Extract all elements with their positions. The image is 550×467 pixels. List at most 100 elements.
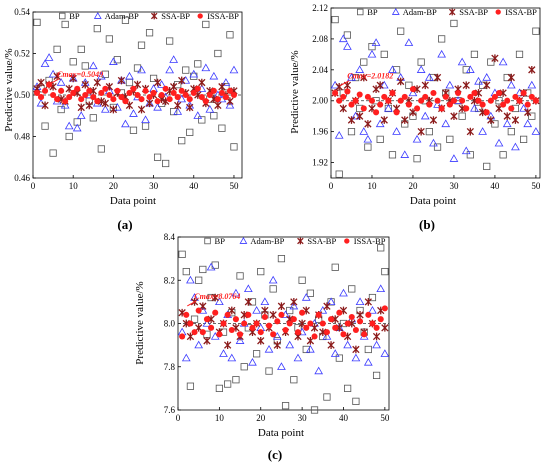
panel-c-point-issa-bp [340, 331, 347, 338]
panel-c-xtick-label: 40 [339, 413, 349, 423]
panel-a-point-issa-bp [134, 91, 141, 99]
panel-b-point-bp [474, 104, 483, 113]
panel-c-point-bp [348, 285, 356, 293]
panel-c-point-bp [253, 350, 261, 358]
panel-a-point-adam-bp [96, 71, 106, 80]
panel-c-point-ssa-bp [273, 341, 281, 349]
panel-b-point-ssa-bp [429, 116, 438, 124]
panel-b-legend-marker-bp [357, 8, 364, 16]
panel-c-point-issa-bp [220, 320, 227, 327]
panel-a-point-issa-bp [186, 96, 193, 103]
panel-a-point-issa-bp [174, 94, 181, 101]
panel-b-point-issa-bp [356, 91, 363, 98]
panel-c-point-issa-bp [245, 311, 252, 318]
panel-c-point-issa-bp [323, 329, 330, 336]
panel-c-point-bp [186, 382, 195, 390]
panel-a-point-issa-bp [50, 91, 57, 99]
panel-b-point-bp [347, 128, 356, 136]
panel-b-point-issa-bp [373, 109, 380, 116]
panel-b-point-issa-bp [471, 89, 478, 97]
panel-a-point-bp [194, 60, 202, 68]
panel-b-point-bp [392, 66, 401, 74]
panel-a-point-bp [186, 128, 194, 136]
panel-a-legend-label-bp: BP [69, 11, 80, 21]
panel-b-point-ssa-bp [335, 82, 343, 91]
panel-a-point-adam-bp [173, 107, 183, 115]
panel-a-point-issa-bp [138, 96, 145, 103]
panel-c-point-bp [331, 263, 339, 271]
panel-c-point-bp [257, 267, 265, 276]
panel-a-point-adam-bp [221, 78, 231, 86]
panel-b-point-adam-bp [429, 138, 438, 147]
panel-b-point-ssa-bp [347, 116, 356, 124]
panel-b-point-issa-bp [438, 105, 445, 112]
panel-a-point-ssa-bp [77, 103, 85, 112]
panel-c-point-bp [232, 376, 240, 384]
panel-a-point-bp [214, 49, 222, 58]
panel-a-point-adam-bp [189, 69, 199, 78]
panel-b-point-issa-bp [528, 93, 535, 100]
panel-b-point-issa-bp [426, 101, 433, 108]
panel-a-point-issa-bp [150, 89, 157, 96]
panel-b-xlabel: Data point [410, 195, 456, 207]
panel-c-point-issa-bp [311, 333, 318, 340]
panel-b-point-issa-bp [368, 97, 376, 104]
panel-b-point-issa-bp [442, 93, 449, 100]
panel-c-legend-marker-bp [204, 237, 211, 245]
panel-c-point-adam-bp [368, 306, 377, 314]
panel-c-point-adam-bp [194, 340, 204, 349]
panel-c-point-bp [224, 380, 232, 388]
panel-b-point-bp [458, 112, 466, 120]
panel-a-legend-label-adam-bp: Adam-BP [105, 11, 139, 21]
panel-c-point-adam-bp [264, 344, 274, 353]
panel-c-point-issa-bp [381, 305, 388, 312]
panel-b-point-adam-bp [494, 138, 504, 147]
panel-a-point-issa-bp [70, 89, 77, 96]
panel-b-point-adam-bp [343, 42, 352, 50]
panel-c-point-adam-bp [252, 306, 261, 314]
panel-a-legend-label-ssa-bp: SSA-BP [161, 11, 190, 21]
panel-a-ytick-label: 0.50 [14, 90, 30, 100]
panel-b-point-issa-bp [520, 89, 527, 97]
panel-a-point-issa-bp [106, 91, 113, 99]
panel-a-point-adam-bp [88, 61, 98, 70]
panel-c-point-issa-bp [344, 320, 351, 327]
panel-a-point-issa-bp [190, 89, 197, 96]
panel-a-point-bp [145, 29, 154, 37]
panel-b-point-ssa-bp [487, 116, 495, 124]
panel-c-legend-marker-issa-bp [344, 238, 350, 244]
panel-b-xtick-label: 40 [490, 181, 500, 191]
panel-b-point-adam-bp [478, 127, 487, 135]
panel-a-point-bp [53, 45, 61, 53]
panel-b-point-issa-bp [393, 109, 400, 116]
panel-b-legend-marker-adam-bp [391, 7, 400, 15]
panel-a-point-issa-bp [226, 87, 233, 94]
panel-b-point-issa-bp [360, 105, 367, 112]
panel-b: Predictive value/% Data point (b) 0 10 20 3… [289, 3, 541, 232]
panel-b-plot-frame [330, 7, 541, 179]
panel-c-point-issa-bp [377, 316, 384, 323]
panel-b-legend-marker-issa-bp [495, 9, 501, 15]
panel-c-point-bp [215, 384, 223, 392]
panel-b-ytick-label: 1.96 [312, 127, 328, 137]
panel-a-xtick-label: 20 [109, 181, 119, 191]
panel-a-legend-marker-ssa-bp [150, 12, 158, 20]
panel-b-xtick-label: 0 [329, 181, 334, 191]
panel-c-point-issa-bp [249, 324, 256, 331]
panel-c-point-issa-bp [187, 320, 194, 327]
panel-c-xtick-label: 0 [176, 413, 181, 423]
panel-a-xtick-label: 40 [189, 181, 199, 191]
panel-c-point-bp [377, 244, 385, 252]
panel-c-point-bp [286, 306, 294, 315]
panel-c-point-bp [364, 345, 372, 354]
panel-c-point-bp [368, 293, 377, 302]
panel-b-point-bp [487, 58, 495, 66]
panel-a-point-bp [69, 58, 77, 66]
panel-c-point-issa-bp [315, 311, 322, 318]
panel-c-point-adam-bp [376, 284, 386, 293]
panel-b-point-bp [388, 151, 397, 159]
panel-c-legend-label-bp: BP [215, 236, 226, 246]
panel-c-point-ssa-bp [223, 341, 232, 349]
panel-b-point-issa-bp [504, 97, 511, 104]
panel-a-point-issa-bp [214, 96, 221, 103]
